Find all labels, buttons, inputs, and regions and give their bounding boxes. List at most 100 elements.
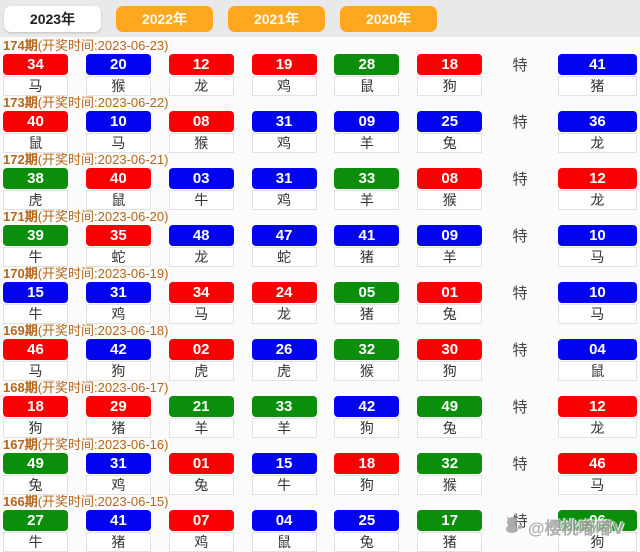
ball: 07 鸡 (168, 510, 234, 552)
ball-zodiac: 鸡 (85, 475, 151, 495)
ball-zodiac: 鼠 (85, 190, 151, 210)
ball-number: 15 (251, 453, 317, 474)
ball-number: 33 (251, 396, 317, 417)
ball-zodiac: 猪 (334, 247, 400, 267)
ball: 03 牛 (168, 168, 234, 210)
ball-number: 06 (557, 510, 637, 531)
balls-row: 34 马 20 猴 12 龙 19 鸡 28 鼠 18 狗 特 41 猪 (0, 54, 640, 96)
ball-zodiac: 猪 (334, 304, 400, 324)
draw-header: 168期(开奖时间:2023-06-17) (0, 379, 640, 396)
ball-number: 08 (417, 168, 483, 189)
draw-block: 170期(开奖时间:2023-06-19) 15 牛 31 鸡 34 马 24 龙 05 猪 01 兔特… (0, 265, 640, 324)
ball-number: 41 (85, 510, 151, 531)
ball-zodiac: 龙 (557, 418, 637, 438)
draw-time: (开奖时间:2023-06-20) (37, 209, 169, 224)
ball: 49 兔 (3, 453, 68, 495)
ball-zodiac: 鼠 (251, 532, 317, 552)
ball-number: 31 (251, 168, 317, 189)
ball-number: 31 (251, 111, 317, 132)
draw-period: 174期 (3, 38, 38, 53)
special-label: 特 (512, 57, 528, 74)
ball-zodiac: 牛 (168, 190, 234, 210)
draw-header: 172期(开奖时间:2023-06-21) (0, 151, 640, 168)
ball-zodiac: 鸡 (251, 133, 317, 153)
ball: 18 狗 (417, 54, 483, 96)
draw-header: 174期(开奖时间:2023-06-23) (0, 37, 640, 54)
ball-number: 25 (417, 111, 483, 132)
ball-zodiac: 狗 (334, 475, 400, 495)
ball: 18 狗 (334, 453, 400, 495)
ball-number: 19 (251, 54, 317, 75)
ball-zodiac: 鼠 (3, 133, 68, 153)
ball-zodiac: 羊 (417, 247, 483, 267)
ball-number: 09 (417, 225, 483, 246)
ball-number: 02 (168, 339, 234, 360)
ball-number: 31 (85, 453, 151, 474)
ball-number: 10 (557, 225, 637, 246)
ball-number: 41 (334, 225, 400, 246)
ball-number: 42 (334, 396, 400, 417)
special-ball: 41 猪 (557, 54, 637, 96)
draw-time: (开奖时间:2023-06-19) (37, 266, 169, 281)
special-ball: 06 狗 (557, 510, 637, 552)
tab-year-2022[interactable]: 2022年 (116, 5, 213, 32)
ball-number: 40 (3, 111, 68, 132)
draws-list: 174期(开奖时间:2023-06-23) 34 马 20 猴 12 龙 19 鸡 28 鼠 18 狗特… (0, 37, 640, 552)
ball-zodiac: 牛 (3, 304, 68, 324)
draw-time: (开奖时间:2023-06-21) (37, 152, 169, 167)
balls-row: 38 虎 40 鼠 03 牛 31 鸡 33 羊 08 猴 特 12 龙 (0, 168, 640, 210)
ball: 01 兔 (417, 282, 483, 324)
ball-number: 08 (168, 111, 234, 132)
ball-zodiac: 狗 (557, 532, 637, 552)
ball-number: 18 (334, 453, 400, 474)
ball-zodiac: 龙 (168, 76, 234, 96)
ball-zodiac: 狗 (85, 361, 151, 381)
ball-number: 34 (3, 54, 68, 75)
draw-header: 173期(开奖时间:2023-06-22) (0, 94, 640, 111)
draw-header: 170期(开奖时间:2023-06-19) (0, 265, 640, 282)
ball-zodiac: 狗 (334, 418, 400, 438)
ball: 12 龙 (168, 54, 234, 96)
draw-header: 171期(开奖时间:2023-06-20) (0, 208, 640, 225)
tab-year-2023[interactable]: 2023年 (4, 5, 101, 32)
ball: 25 兔 (417, 111, 483, 153)
draw-block: 171期(开奖时间:2023-06-20) 39 牛 35 蛇 48 龙 47 蛇 41 猪 09 羊特… (0, 208, 640, 267)
ball: 32 猴 (417, 453, 483, 495)
ball-zodiac: 狗 (3, 418, 68, 438)
special-ball: 10 马 (557, 225, 637, 267)
special-ball: 10 马 (557, 282, 637, 324)
special-label: 特 (512, 285, 528, 302)
ball-number: 30 (417, 339, 483, 360)
ball-number: 12 (557, 396, 637, 417)
tab-year-2021[interactable]: 2021年 (228, 5, 325, 32)
ball-zodiac: 猴 (417, 475, 483, 495)
ball-zodiac: 鼠 (334, 76, 400, 96)
ball: 29 猪 (85, 396, 151, 438)
draw-block: 169期(开奖时间:2023-06-18) 46 马 42 狗 02 虎 26 虎 32 猴 30 狗特… (0, 322, 640, 381)
draw-header: 169期(开奖时间:2023-06-18) (0, 322, 640, 339)
ball-number: 10 (557, 282, 637, 303)
ball-zodiac: 兔 (168, 475, 234, 495)
ball: 04 鼠 (251, 510, 317, 552)
draw-period: 170期 (3, 266, 38, 281)
ball: 26 虎 (251, 339, 317, 381)
ball: 42 狗 (334, 396, 400, 438)
ball-zodiac: 兔 (334, 532, 400, 552)
ball: 49 兔 (417, 396, 483, 438)
ball: 31 鸡 (251, 111, 317, 153)
draw-period: 166期 (3, 494, 38, 509)
ball-zodiac: 牛 (3, 532, 68, 552)
ball: 34 马 (3, 54, 68, 96)
ball: 10 马 (85, 111, 151, 153)
ball-zodiac: 猴 (334, 361, 400, 381)
ball-number: 12 (168, 54, 234, 75)
ball: 33 羊 (251, 396, 317, 438)
ball-number: 31 (85, 282, 151, 303)
ball: 20 猴 (85, 54, 151, 96)
draw-time: (开奖时间:2023-06-15) (37, 494, 169, 509)
tab-year-2020[interactable]: 2020年 (340, 5, 437, 32)
ball-zodiac: 羊 (251, 418, 317, 438)
ball-zodiac: 猴 (168, 133, 234, 153)
draw-period: 173期 (3, 95, 38, 110)
ball: 05 猪 (334, 282, 400, 324)
